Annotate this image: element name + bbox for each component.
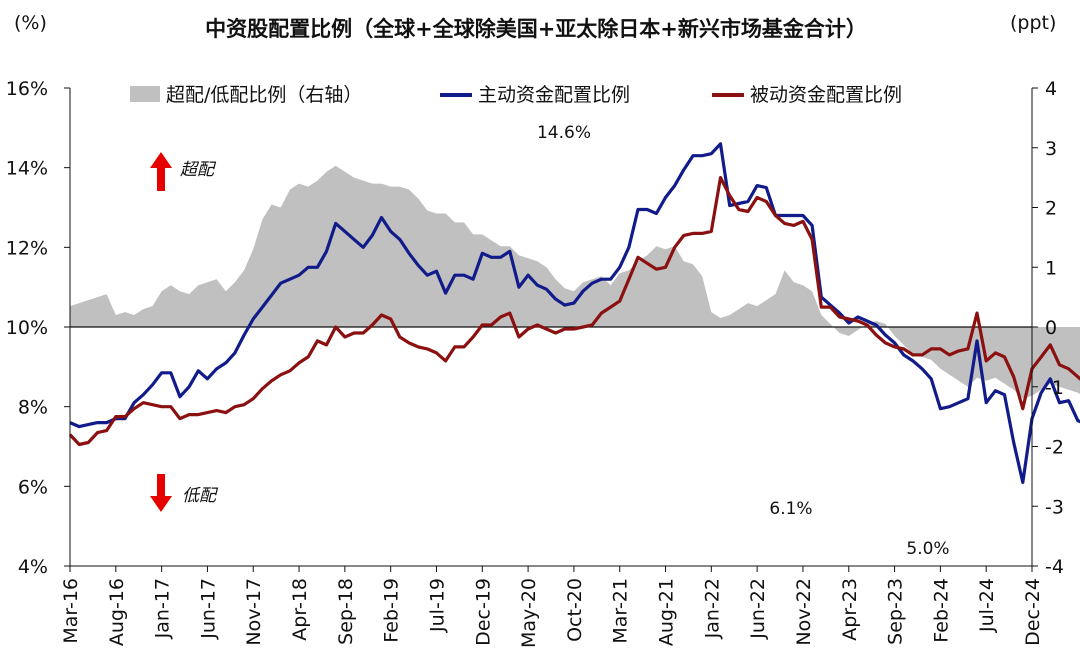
legend-passive-label: 被动资金配置比例	[750, 84, 902, 106]
x-tick-label: Nov-17	[243, 578, 265, 646]
annotation-low-2022: 6.1%	[769, 499, 812, 519]
right-tick-label: -2	[1045, 437, 1064, 459]
left-tick-label: 8%	[18, 397, 48, 419]
x-tick-label: Jan-17	[152, 578, 174, 639]
overweight-area-layer	[70, 165, 1080, 399]
legend-area-label: 超配/低配比例（右轴）	[166, 84, 362, 106]
x-tick-label: Dec-24	[1022, 578, 1044, 646]
right-tick-label: 1	[1045, 257, 1057, 279]
down-arrow-icon	[150, 474, 172, 512]
right-tick-label: 0	[1045, 317, 1057, 339]
x-tick-label: Sep-18	[335, 578, 357, 645]
overweight-area	[70, 165, 1080, 399]
x-tick-label: Aug-21	[656, 578, 678, 646]
left-tick-label: 10%	[6, 317, 48, 339]
right-axis-unit: (ppt)	[1010, 12, 1056, 34]
x-tick-label: Feb-19	[381, 578, 403, 643]
x-tick-label: Sep-23	[885, 578, 907, 645]
x-tick-label: Feb-24	[930, 578, 952, 643]
right-tick-label: 2	[1045, 198, 1057, 220]
active-allocation-line	[69, 142, 1080, 484]
left-tick-label: 16%	[6, 78, 48, 100]
x-tick-label: Jul-19	[426, 578, 448, 633]
legend-active-label: 主动资金配置比例	[478, 84, 630, 106]
right-tick-label: -4	[1045, 556, 1064, 578]
x-tick-label: Nov-22	[793, 578, 815, 646]
overweight-marker: 超配	[150, 152, 217, 191]
left-tick-label: 4%	[18, 556, 48, 578]
legend-area-swatch	[130, 86, 160, 102]
chart-title: 中资股配置比例（全球+全球除美国+亚太除日本+新兴市场基金合计）	[205, 17, 867, 41]
left-axis-unit: (%)	[14, 12, 47, 34]
right-tick-label: 3	[1045, 138, 1057, 160]
x-tick-label: Oct-20	[564, 578, 586, 642]
x-tick-label: Apr-23	[839, 578, 861, 641]
overweight-marker-label: 超配	[180, 160, 217, 180]
x-tick-label: Jul-24	[976, 578, 998, 633]
left-tick-label: 12%	[6, 237, 48, 259]
line-series-layer	[68, 142, 1080, 484]
right-tick-label: -3	[1045, 496, 1064, 518]
up-arrow-icon	[150, 152, 172, 191]
underweight-marker-label: 低配	[182, 486, 219, 506]
x-tick-label: Mar-16	[60, 578, 82, 644]
underweight-marker: 低配	[150, 474, 219, 512]
left-tick-label: 14%	[6, 158, 48, 180]
x-tick-label: Aug-16	[106, 578, 128, 646]
x-tick-label: Jan-22	[701, 578, 723, 639]
axes-layer: 4% 6% 8% 10% 12% 14% 16% -4 -3 -2 -1 0 1 2 3 4 Mar-16 Aug…	[6, 78, 1064, 648]
legend: 超配/低配比例（右轴） 主动资金配置比例 被动资金配置比例	[130, 84, 902, 106]
x-tick-label: May-20	[518, 578, 540, 648]
x-tick-label: Jun-22	[747, 578, 769, 640]
x-tick-label: Jun-17	[197, 578, 219, 640]
x-tick-label: Mar-21	[610, 578, 632, 644]
annotation-peak: 14.6%	[537, 123, 591, 143]
right-tick-label: -1	[1045, 377, 1064, 399]
right-tick-label: 4	[1045, 78, 1057, 100]
left-tick-label: 6%	[18, 476, 48, 498]
x-tick-label: Dec-19	[472, 578, 494, 646]
annotation-low-2024: 5.0%	[906, 539, 949, 559]
x-tick-label: Apr-18	[289, 578, 311, 641]
passive-allocation-line	[68, 176, 1080, 447]
